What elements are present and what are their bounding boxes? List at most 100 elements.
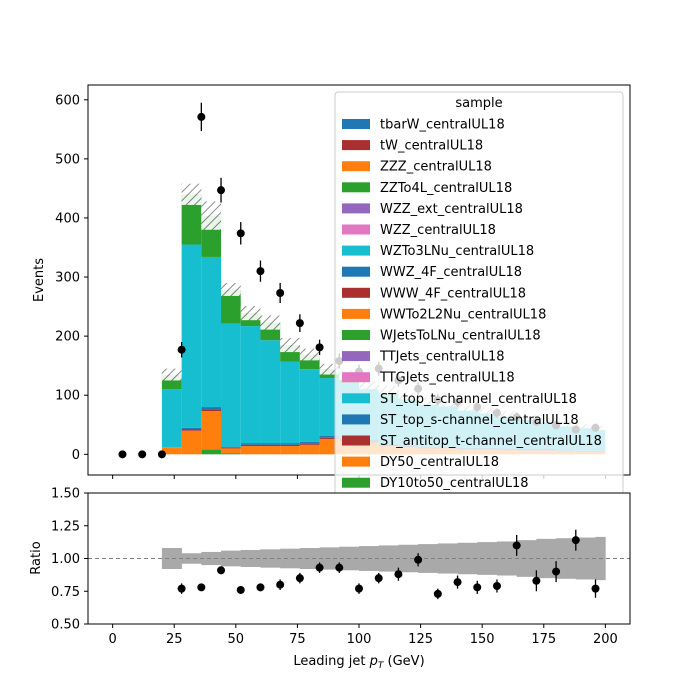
ratio-x-ticks: 0 25 50 75 100 125 150 175 200: [108, 624, 618, 647]
bar-WJetsToLNu_centralUL18-bin-1: [181, 194, 202, 245]
ratio-point: [276, 580, 285, 589]
ratio-point: [492, 582, 501, 591]
x-tick-label: 25: [166, 632, 183, 647]
x-tick-label: 50: [228, 632, 245, 647]
ratio-point: [453, 578, 462, 587]
ratio-point: [236, 585, 245, 594]
legend-swatch-tW_centralUL18: [342, 140, 370, 151]
bar-DY50_centralUL18-bin-0: [161, 447, 182, 455]
ratio-band-bin-17: [496, 541, 517, 576]
ratio-y-axis-label: Ratio: [29, 541, 44, 574]
ratio-point: [295, 574, 304, 583]
ratio-point: [414, 555, 423, 564]
data-point: [295, 319, 304, 328]
ratio-y-tick-label: 0.75: [51, 585, 80, 600]
ratio-point: [315, 563, 324, 572]
ratio-band-bin-11: [378, 545, 399, 572]
bar-ST_antitop_t-channel_centralUL18-bin-5: [260, 444, 281, 447]
main-panel: 0 100 200 300 400 500 600 Events sample tbarW_…: [32, 84, 631, 498]
ratio-panel: 0.50 0.75 1.00 1.25 1.50 0 25 50 75 100 125 150 175…: [29, 487, 631, 671]
uncertainty-bin-5: [260, 315, 281, 330]
bar-ST_top_s-channel_centralUL18-bin-3: [221, 446, 241, 448]
legend-swatch-TTJets_centralUL18: [342, 351, 370, 362]
data-point: [138, 450, 147, 459]
y-tick-label: 0: [72, 448, 80, 463]
legend-label-WWW_4F_centralUL18: WWW_4F_centralUL18: [380, 286, 526, 301]
ratio-point: [591, 584, 600, 593]
x-tick-label: 200: [593, 632, 618, 647]
legend-swatch-WZZ_centralUL18: [342, 224, 370, 235]
bar-DY50_centralUL18-bin-3: [221, 448, 241, 454]
legend-label-TTJets_centralUL18: TTJets_centralUL18: [379, 350, 505, 365]
data-point: [236, 229, 245, 238]
ratio-point: [335, 563, 344, 572]
x-axis-label: Leading jet pT (GeV): [293, 654, 424, 671]
bar-ST_top_t-channel_centralUL18-bin-3: [221, 323, 241, 447]
ratio-band-bin-2: [201, 551, 222, 566]
legend-items: tbarW_centralUL18 tW_centralUL18 ZZZ_centr…: [342, 118, 602, 491]
ratio-band-bin-1: [181, 553, 202, 564]
bar-DY50_centralUL18-bin-1: [181, 430, 202, 455]
bar-ST_antitop_t-channel_centralUL18-bin-1: [181, 429, 202, 431]
ratio-point: [256, 583, 265, 592]
uncertainty-bin-8: [319, 363, 340, 375]
bar-ST_top_t-channel_centralUL18-bin-4: [240, 326, 261, 444]
ratio-band-bin-0: [161, 548, 182, 569]
ratio-point: [355, 584, 363, 593]
ratio-point: [532, 576, 541, 585]
bar-ST_antitop_t-channel_centralUL18-bin-4: [240, 444, 261, 447]
bar-ST_top_s-channel_centralUL18-bin-2: [201, 407, 222, 410]
bar-ST_top_t-channel_centralUL18-bin-7: [299, 369, 320, 442]
legend-swatch-ST_antitop_t-channel_centralUL18: [342, 435, 370, 446]
legend-label-WJetsToLNu_centralUL18: WJetsToLNu_centralUL18: [380, 329, 541, 344]
bar-ST_top_s-channel_centralUL18-bin-1: [181, 427, 202, 430]
uncertainty-bin-4: [240, 306, 261, 321]
legend-swatch-tbarW_centralUL18: [342, 119, 370, 129]
uncertainty-bin-6: [280, 337, 300, 353]
main-y-axis-label: Events: [32, 258, 47, 302]
legend-label-tW_centralUL18: tW_centralUL18: [380, 139, 483, 154]
bar-ST_antitop_t-channel_centralUL18-bin-6: [280, 444, 300, 447]
ratio-band-bin-7: [299, 548, 320, 569]
uncertainty-bin-7: [299, 348, 320, 361]
x-tick-label: 75: [289, 632, 306, 647]
legend-label-WZTo3LNu_centralUL18: WZTo3LNu_centralUL18: [380, 244, 534, 259]
ratio-point: [571, 536, 580, 545]
ratio-y-tick-label: 1.00: [51, 552, 80, 567]
legend-label-ZZTo4L_centralUL18: ZZTo4L_centralUL18: [380, 181, 512, 196]
legend-swatch-WJetsToLNu_centralUL18: [342, 330, 370, 340]
ratio-point: [177, 584, 186, 593]
legend-label-DY10to50_centralUL18: DY10to50_centralUL18: [380, 476, 529, 491]
ratio-point: [374, 574, 383, 583]
ratio-band-bin-18: [516, 540, 537, 577]
x-tick-label: 150: [470, 632, 495, 647]
bar-ST_antitop_t-channel_centralUL18-bin-8: [319, 437, 340, 439]
ratio-points: [177, 529, 600, 600]
bar-ST_antitop_t-channel_centralUL18-bin-3: [221, 447, 241, 449]
ratio-y-tick-label: 0.50: [51, 618, 80, 633]
uncertainty-bin-0: [161, 368, 182, 381]
data-point: [276, 289, 285, 297]
bar-ST_top_s-channel_centralUL18-bin-5: [260, 443, 281, 445]
legend-swatch-ZZZ_centralUL18: [342, 161, 370, 172]
data-point: [118, 450, 127, 459]
legend-label-WZZ_centralUL18: WZZ_centralUL18: [380, 223, 496, 238]
bar-DY50_centralUL18-bin-6: [280, 446, 300, 455]
bar-ST_top_t-channel_centralUL18-bin-6: [280, 361, 300, 444]
ratio-y-tick-label: 1.50: [51, 487, 80, 502]
main-y-ticks: 0 100 200 300 400 500 600: [55, 93, 88, 463]
bar-ST_top_t-channel_centralUL18-bin-1: [181, 244, 202, 428]
ratio-point: [512, 541, 521, 550]
y-tick-label: 100: [55, 389, 80, 404]
y-tick-label: 300: [55, 271, 80, 286]
y-tick-label: 600: [55, 93, 80, 108]
legend-label-WZZ_ext_centralUL18: WZZ_ext_centralUL18: [380, 202, 523, 217]
legend-swatch-ZZTo4L_centralUL18: [342, 182, 370, 193]
bar-WJetsToLNu_centralUL18-bin-3: [221, 289, 241, 324]
bar-DY50_centralUL18-bin-8: [319, 438, 340, 455]
data-point: [157, 450, 166, 459]
x-tick-label: 175: [531, 632, 556, 647]
bar-DY10to50_centralUL18-bin-2: [201, 449, 222, 455]
ratio-point: [197, 583, 206, 592]
uncertainty-bin-3: [221, 282, 241, 296]
